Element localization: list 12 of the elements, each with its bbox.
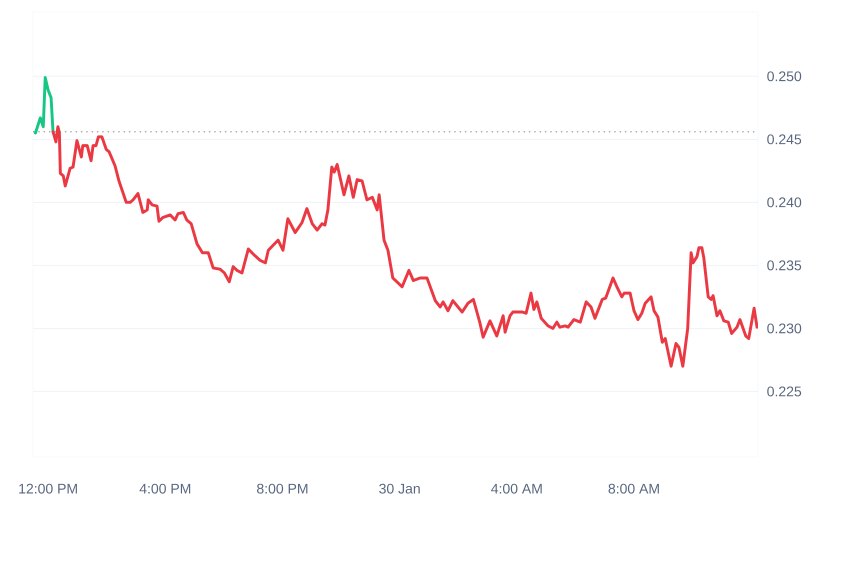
y-tick-label: 0.225: [767, 386, 802, 396]
y-tick-label: 0.240: [767, 197, 802, 208]
y-tick-label: 0.245: [767, 134, 802, 144]
x-tick-label: 8:00 AM: [608, 484, 659, 494]
x-tick-label: 8:00 PM: [257, 484, 308, 494]
x-tick-label: 30 Jan: [379, 484, 420, 494]
y-tick-label: 0.230: [767, 323, 802, 334]
x-tick-label: 4:00 AM: [491, 484, 542, 494]
y-tick-label: 0.250: [767, 71, 802, 82]
y-tick-label: 0.235: [767, 260, 802, 270]
x-tick-label: 12:00 PM: [19, 484, 77, 494]
x-tick-label: 4:00 PM: [140, 484, 190, 494]
